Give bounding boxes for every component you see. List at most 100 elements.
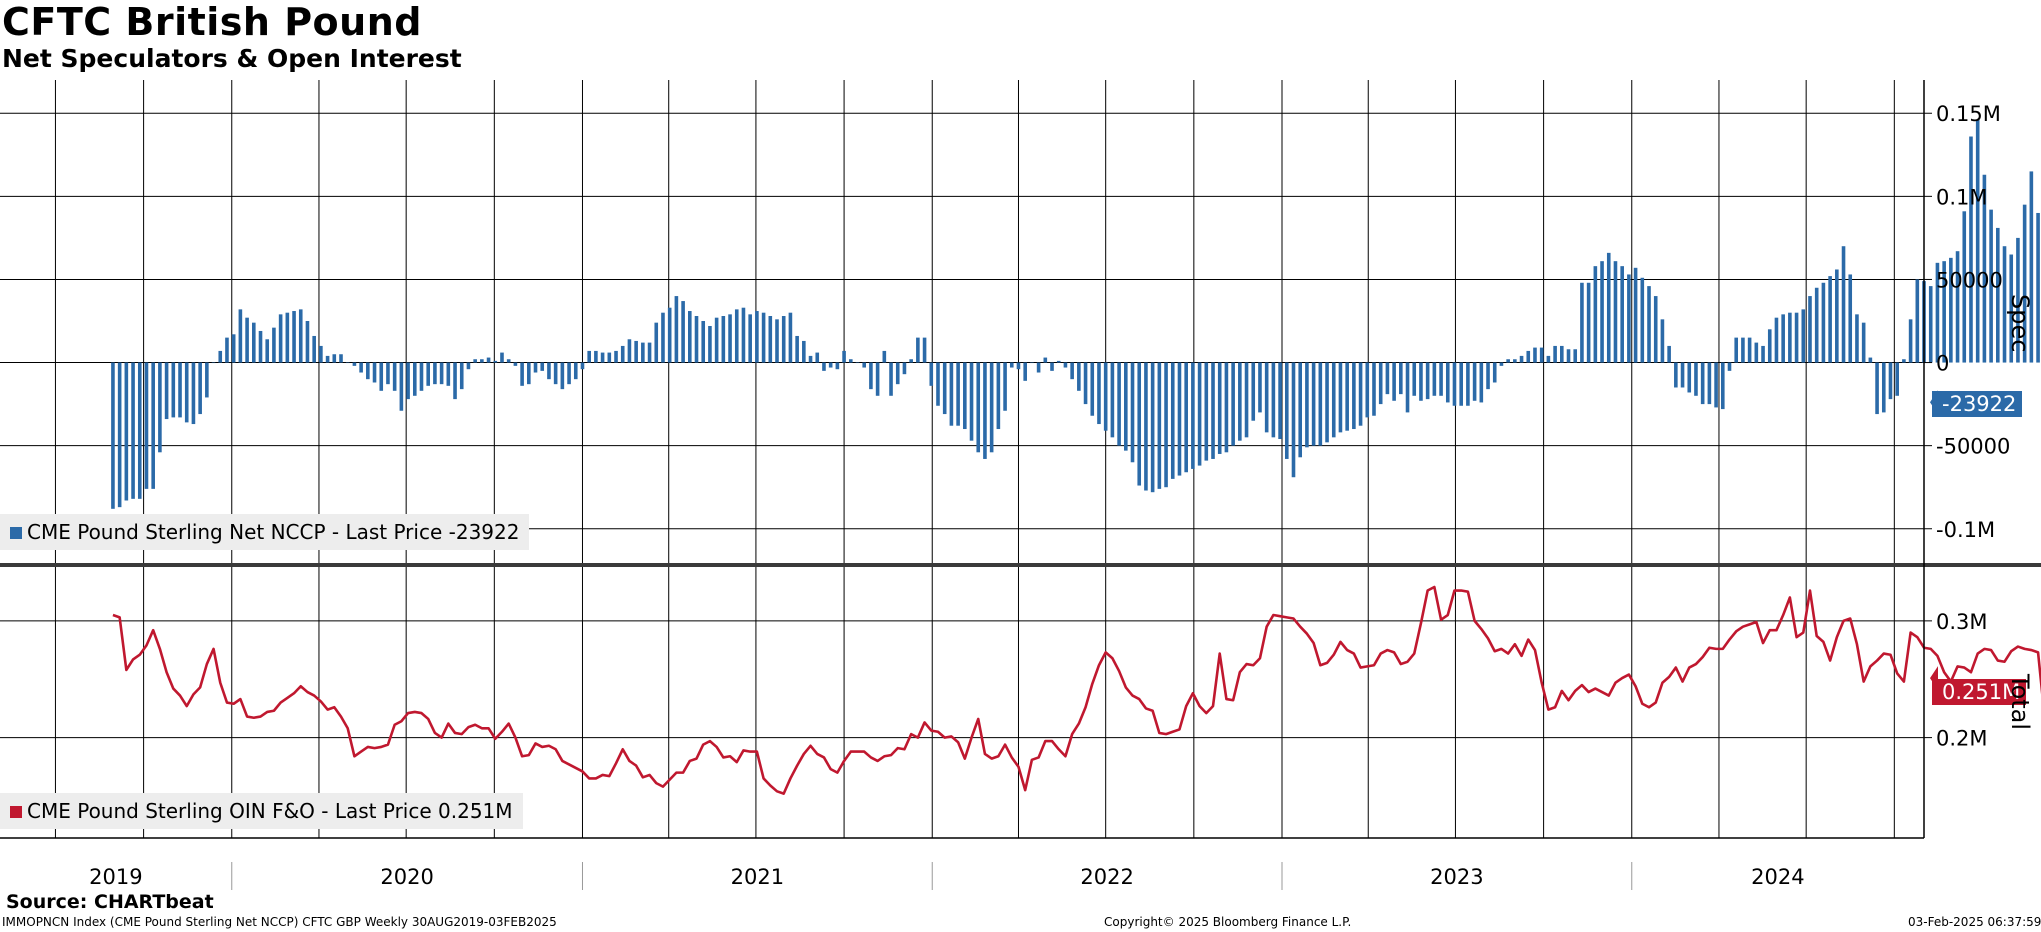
spec-bar: [855, 362, 860, 364]
x-year-label: 2021: [731, 865, 784, 889]
spec-bar: [1553, 345, 1557, 363]
spec-bar: [1003, 362, 1007, 411]
total-series-line: [112, 585, 2041, 795]
footer-index-info: IMMOPNCN Index (CME Pound Sterling Net N…: [2, 915, 557, 929]
spec-bar: [493, 360, 498, 363]
spec-bar: [459, 362, 464, 390]
spec-bar: [1928, 286, 1933, 363]
x-year-label: 2024: [1751, 865, 1804, 889]
spec-bar: [1573, 349, 1578, 363]
spec-bar: [205, 362, 209, 398]
axes: 0.15M 0.1M 50000 0 -50000 -0.1M 0.3M 0.2M 2019 20…: [0, 80, 2041, 890]
spec-bar: [1251, 362, 1256, 421]
spec-bar: [547, 362, 551, 380]
spec-bar: [688, 311, 692, 363]
spec-bar: [1399, 362, 1403, 395]
spec-bar: [1211, 362, 1215, 459]
spec-bar: [446, 362, 451, 386]
spec-bar: [587, 350, 591, 363]
spec-bar: [956, 362, 960, 426]
chart-title: CFTC British Pound: [2, 0, 422, 44]
spec-bar: [1861, 322, 1866, 363]
total-y-tick-label: 0.3M: [1936, 610, 1988, 634]
spec-bar: [1365, 362, 1370, 418]
spec-bar: [225, 337, 229, 363]
spec-bar: [466, 362, 471, 370]
spec-bar: [285, 312, 290, 363]
source-note: Source: CHARTbeat: [6, 891, 214, 913]
spec-bar: [171, 362, 176, 418]
spec-legend: CME Pound Sterling Net NCCP - Last Price…: [0, 514, 530, 550]
spec-bar: [1164, 362, 1168, 488]
spec-bar: [1077, 362, 1081, 391]
spec-bar: [1492, 362, 1497, 383]
spec-bar: [533, 362, 538, 373]
spec-bar: [922, 337, 927, 363]
spec-bar: [1653, 296, 1658, 363]
spec-bar: [1513, 359, 1517, 363]
spec-bar: [1935, 262, 1940, 363]
spec-bar: [1298, 362, 1303, 458]
spec-bar: [1372, 362, 1376, 416]
spec-bar: [1204, 362, 1209, 461]
spec-bar: [392, 362, 397, 391]
spec-bar: [1479, 362, 1484, 403]
spec-bar: [949, 362, 954, 426]
spec-bar: [2036, 212, 2040, 363]
spec-bar: [1902, 359, 1906, 363]
spec-bar: [252, 322, 256, 363]
spec-bar: [1801, 309, 1806, 363]
spec-bar: [305, 321, 310, 363]
spec-bar: [325, 355, 330, 363]
spec-bar: [768, 316, 773, 363]
spec-bar: [1566, 349, 1571, 363]
spec-bar: [1741, 337, 1745, 363]
spec-last-price-badge: -23922: [1932, 391, 2023, 417]
spec-bar: [1694, 362, 1698, 396]
spec-bar: [1727, 362, 1732, 371]
spec-bar: [198, 362, 202, 415]
spec-bar: [1888, 362, 1893, 400]
spec-bar: [1613, 261, 1618, 363]
spec-bar: [728, 314, 732, 363]
spec-bar: [983, 362, 987, 459]
spec-bar: [1231, 362, 1235, 446]
spec-bar: [1962, 211, 1967, 363]
spec-bar: [1452, 362, 1457, 406]
spec-bar: [1445, 362, 1450, 403]
spec-bar: [184, 362, 189, 423]
spec-bar: [1311, 362, 1316, 446]
spec-bar: [721, 316, 726, 363]
spec-bar: [1808, 296, 1812, 363]
spec-bar: [647, 342, 652, 363]
spec-bar: [1996, 227, 2000, 363]
spec-bar: [1707, 362, 1712, 405]
spec-bar: [654, 322, 659, 363]
spec-bar: [573, 362, 578, 380]
spec-bar: [433, 362, 437, 385]
spec-bar: [258, 330, 263, 363]
spec-bar: [869, 362, 873, 390]
spec-bar: [755, 311, 759, 363]
spec-bar: [1358, 362, 1363, 426]
spec-legend-swatch: [10, 527, 22, 539]
spec-bar: [1868, 357, 1873, 363]
spec-bar: [734, 309, 739, 363]
footer-timestamp: 03-Feb-2025 06:37:59: [1908, 915, 2041, 929]
spec-bar: [1499, 362, 1504, 366]
spec-bar: [1352, 362, 1356, 430]
spec-bar: [312, 335, 316, 363]
spec-bar: [1875, 362, 1879, 415]
spec-bar: [453, 362, 457, 400]
spec-bar: [1620, 266, 1624, 363]
spec-bar: [828, 362, 833, 368]
spec-bar: [1043, 357, 1048, 363]
spec-bar: [1224, 362, 1229, 453]
spec-bar: [1674, 362, 1678, 388]
spec-bar: [1539, 347, 1544, 363]
spec-bar: [708, 325, 712, 363]
spec-bar: [1627, 274, 1631, 363]
total-legend: CME Pound Sterling OIN F&O - Last Price …: [0, 793, 523, 829]
spec-bar: [701, 321, 706, 363]
spec-bar: [1009, 362, 1014, 368]
